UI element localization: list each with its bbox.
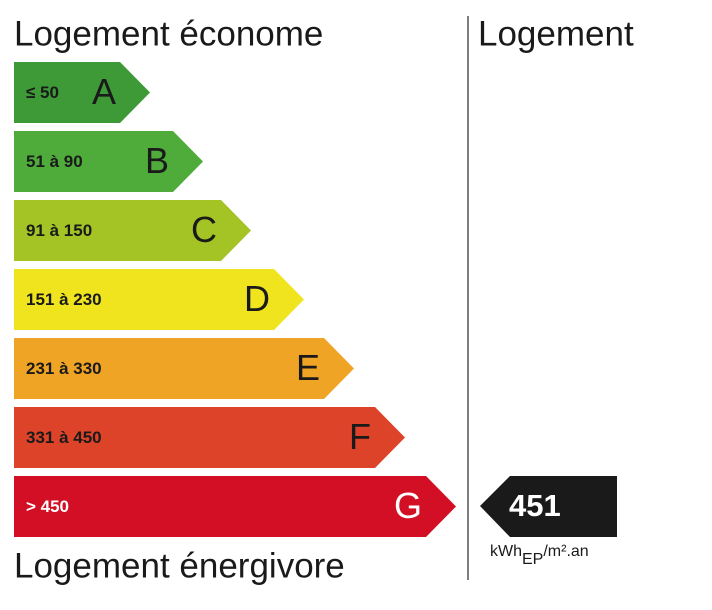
indicator-arrow — [480, 476, 617, 537]
class-letter: A — [92, 71, 116, 112]
class-bar — [14, 131, 203, 192]
class-bar — [14, 476, 456, 537]
bottom-title: Logement énergivore — [14, 546, 345, 585]
indicator-value: 451 — [509, 488, 561, 523]
class-bar — [14, 62, 150, 123]
right-title: Logement — [478, 14, 634, 53]
class-bar — [14, 200, 251, 261]
class-letter: D — [244, 278, 270, 319]
class-range: 91 à 150 — [26, 221, 92, 240]
class-range: 331 à 450 — [26, 428, 102, 447]
unit-rest: /m².an — [543, 543, 588, 560]
class-letter: F — [349, 416, 371, 457]
indicator-unit: kWhEP/m².an — [490, 543, 589, 568]
class-letter: B — [145, 140, 169, 181]
class-letter: E — [296, 347, 320, 388]
class-bar — [14, 269, 304, 330]
unit-sub: EP — [522, 551, 543, 568]
left-title: Logement économe — [14, 14, 323, 53]
class-bar — [14, 407, 405, 468]
class-range: > 450 — [26, 497, 69, 516]
class-range: 231 à 330 — [26, 359, 102, 378]
class-range: 51 à 90 — [26, 152, 83, 171]
class-letter: C — [191, 209, 217, 250]
unit-main: kWh — [490, 543, 522, 560]
class-range: ≤ 50 — [26, 83, 59, 102]
class-range: 151 à 230 — [26, 290, 102, 309]
class-letter: G — [394, 485, 422, 526]
class-bar — [14, 338, 354, 399]
